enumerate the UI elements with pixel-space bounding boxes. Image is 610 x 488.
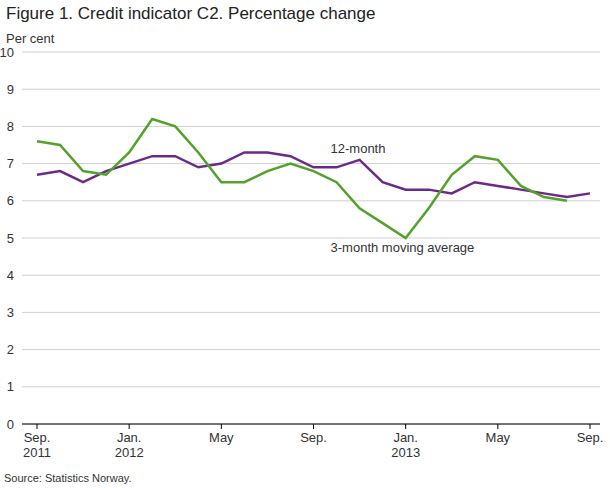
svg-text:Jan.2013: Jan.2013	[391, 430, 420, 460]
svg-text:May: May	[209, 430, 234, 445]
svg-text:Jan.2012: Jan.2012	[115, 430, 144, 460]
svg-text:8: 8	[8, 119, 14, 134]
svg-text:6: 6	[8, 193, 14, 208]
html-text:Source: Statistics Norway.: Source: Statistics Norway.	[4, 472, 132, 484]
svg-text:7: 7	[8, 156, 14, 171]
svg-text:12-month: 12-month	[331, 141, 386, 156]
html-text:Figure 1. Credit indicator C2.: Figure 1. Credit indicator C2. Percentag…	[6, 4, 376, 23]
svg-text:9: 9	[8, 82, 14, 97]
svg-text:5: 5	[8, 231, 14, 246]
html-text:Per cent: Per cent	[6, 31, 55, 46]
svg-text:1: 1	[8, 379, 14, 394]
svg-text:0: 0	[8, 417, 14, 432]
svg-text:Sep.2011: Sep.2011	[23, 430, 51, 460]
svg-text:2: 2	[8, 342, 14, 357]
svg-text:3-month moving average: 3-month moving average	[331, 240, 475, 255]
svg-text:4: 4	[8, 268, 14, 283]
svg-text:May: May	[486, 430, 511, 445]
svg-text:Sep.: Sep.	[577, 430, 602, 445]
svg-text:3: 3	[8, 305, 14, 320]
svg-text:10: 10	[8, 45, 14, 60]
svg-text:Sep.: Sep.	[300, 430, 327, 445]
